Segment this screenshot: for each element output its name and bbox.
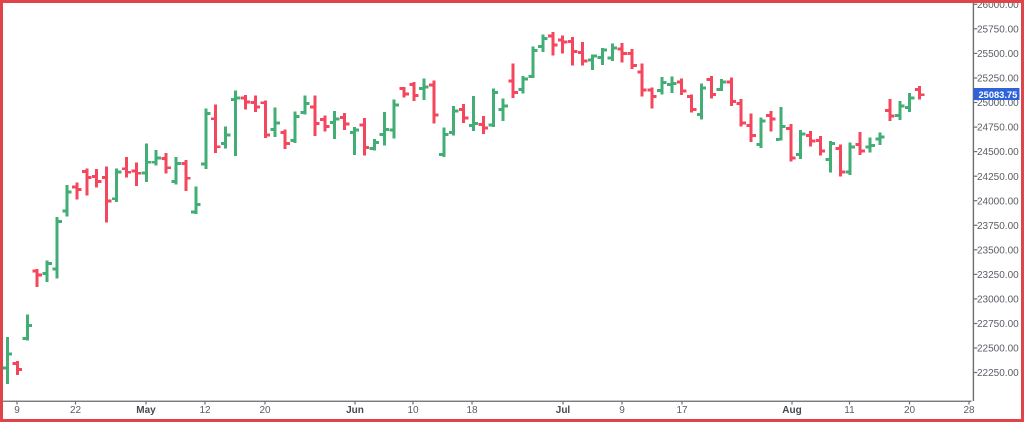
- svg-text:May: May: [136, 405, 156, 416]
- svg-text:10: 10: [407, 405, 419, 416]
- svg-text:25083.75: 25083.75: [979, 90, 1018, 100]
- svg-text:24750.00: 24750.00: [977, 123, 1019, 134]
- svg-text:22500.00: 22500.00: [977, 344, 1019, 355]
- svg-text:24250.00: 24250.00: [977, 172, 1019, 183]
- svg-text:18: 18: [466, 405, 478, 416]
- svg-text:20: 20: [259, 405, 271, 416]
- svg-text:11: 11: [844, 405, 855, 416]
- svg-text:17: 17: [676, 405, 688, 416]
- svg-text:22: 22: [70, 405, 82, 416]
- svg-text:22250.00: 22250.00: [977, 368, 1019, 379]
- svg-text:26000.00: 26000.00: [977, 0, 1019, 11]
- svg-text:20: 20: [904, 405, 916, 416]
- svg-text:Jun: Jun: [346, 405, 364, 416]
- svg-text:Aug: Aug: [782, 405, 801, 416]
- svg-text:12: 12: [199, 405, 211, 416]
- svg-text:Jul: Jul: [556, 405, 571, 416]
- svg-text:25000.00: 25000.00: [977, 98, 1019, 109]
- svg-text:22750.00: 22750.00: [977, 319, 1019, 330]
- svg-text:28: 28: [963, 405, 975, 416]
- svg-text:9: 9: [619, 405, 625, 416]
- svg-text:25750.00: 25750.00: [977, 24, 1019, 35]
- svg-text:23750.00: 23750.00: [977, 221, 1019, 232]
- svg-text:23500.00: 23500.00: [977, 245, 1019, 256]
- svg-text:24000.00: 24000.00: [977, 196, 1019, 207]
- svg-text:9: 9: [14, 405, 20, 416]
- svg-text:25500.00: 25500.00: [977, 49, 1019, 60]
- svg-text:25250.00: 25250.00: [977, 74, 1019, 85]
- svg-text:23250.00: 23250.00: [977, 270, 1019, 281]
- svg-text:24500.00: 24500.00: [977, 147, 1019, 158]
- svg-text:23000.00: 23000.00: [977, 295, 1019, 306]
